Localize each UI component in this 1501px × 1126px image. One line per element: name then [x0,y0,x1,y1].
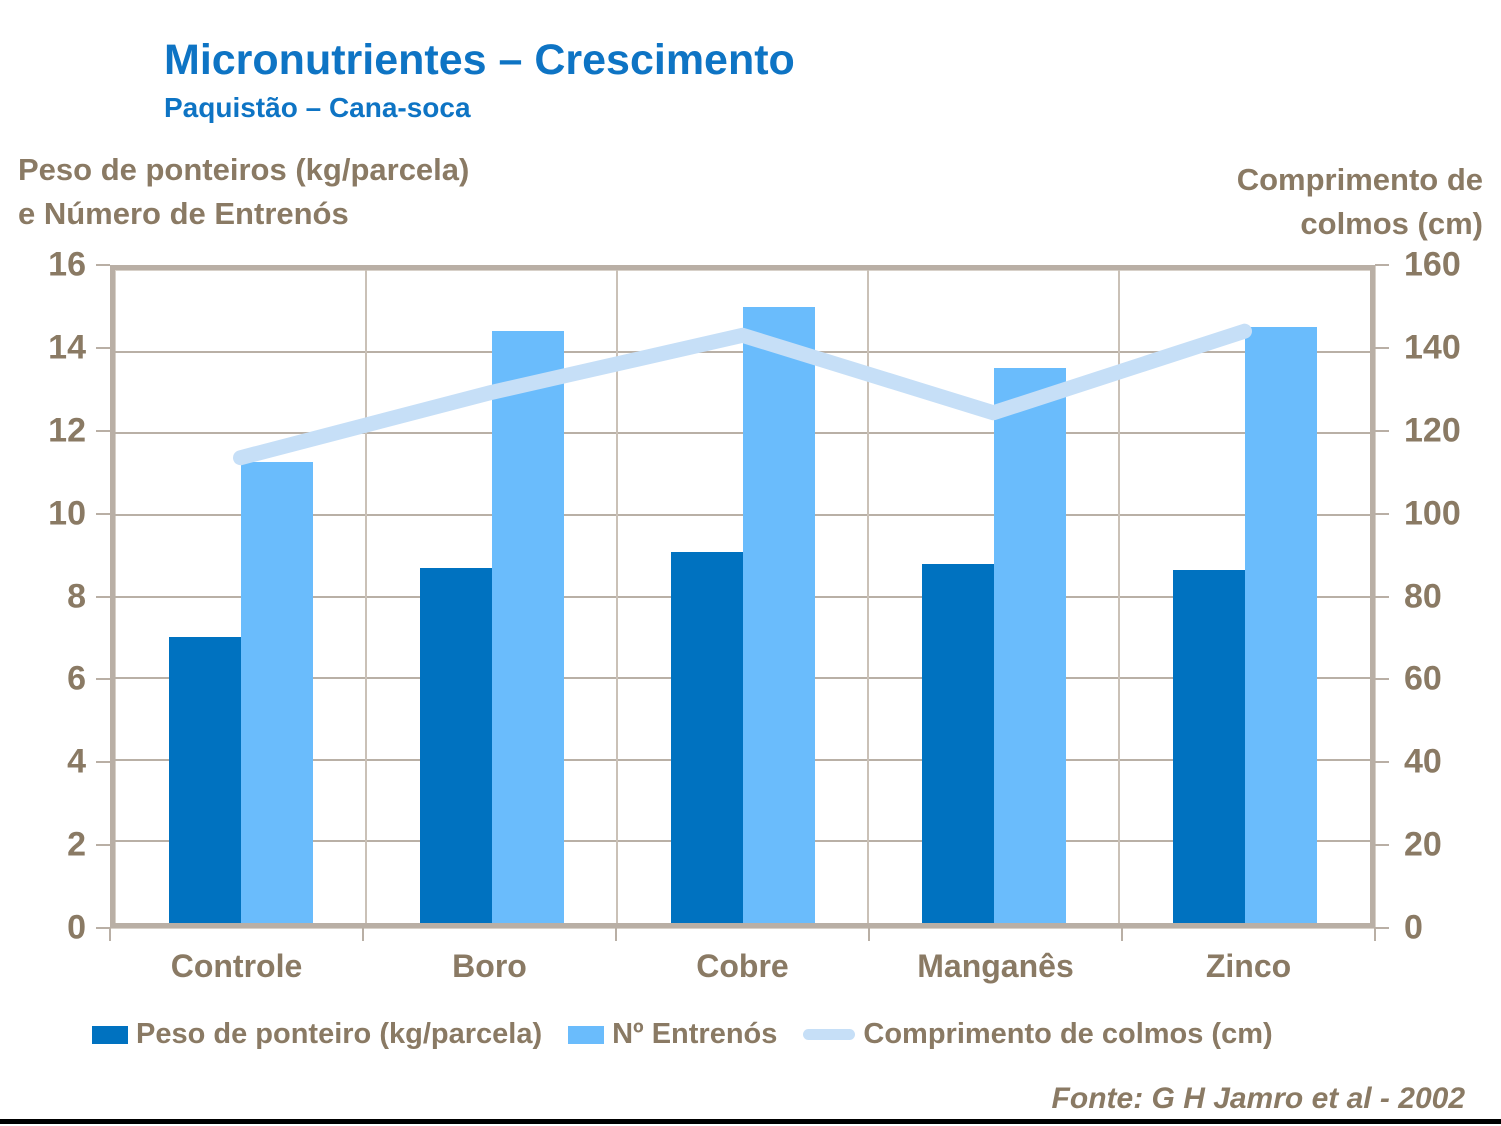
right-tick-label: 60 [1404,659,1442,698]
right-axis-tickmark [1375,512,1389,515]
gridline-vertical [365,270,367,923]
legend-label: Comprimento de colmos (cm) [863,1018,1273,1050]
left-tick-label: 8 [67,577,86,615]
bar-entrenos-zinco [1244,327,1317,923]
right-axis-tickmark [1375,761,1389,764]
right-tick-label: 120 [1404,411,1461,450]
right-tick-label: 160 [1404,245,1461,284]
left-axis-tickmark [96,429,110,432]
left-axis-tickmark [96,264,110,266]
category-axis-tickmark [1121,928,1123,941]
legend-label: Nº Entrenós [612,1018,778,1050]
right-axis-title: Comprimento de colmos (cm) [1237,158,1483,246]
category-axis-tickmark [1374,928,1376,941]
bar-peso-zinco [1172,569,1245,923]
legend-item-1: Nº Entrenós [568,1018,777,1051]
legend-label: Peso de ponteiro (kg/parcela) [136,1018,543,1050]
right-axis-tickmark [1375,844,1389,847]
left-axis-tickmark [96,761,110,764]
left-axis-title: Peso de ponteiros (kg/parcela) e Número … [18,148,469,236]
bar-peso-boro [419,567,492,923]
right-axis-tickmark [1375,927,1389,929]
category-label-cobre: Cobre [696,948,789,984]
gridline-vertical [1118,270,1120,923]
right-tick-label: 140 [1404,328,1461,367]
bar-entrenos-boro [491,331,564,923]
right-axis-tickmark [1375,346,1389,349]
bar-entrenos-cobre [742,306,815,923]
chart-subtitle: Paquistão – Cana-soca [164,92,471,123]
slide-bottom-rule [0,1119,1501,1124]
chart-title: Micronutrientes – Crescimento [164,36,795,84]
legend: Peso de ponteiro (kg/parcela) Nº Entrenós… [92,1018,1273,1051]
right-axis-title-line2: colmos (cm) [1300,206,1483,242]
bar-entrenos-controle [240,461,313,923]
line-series-comprimento [233,323,1252,466]
left-tick-label: 10 [48,494,86,533]
category-axis-tickmark [362,928,364,941]
right-tick-label: 0 [1404,908,1423,947]
left-axis-ticks: 16 14 12 10 8 6 4 2 0 [0,246,86,947]
left-axis-tickmark [96,844,110,847]
right-tick-label: 80 [1404,577,1442,615]
category-axis: Controle Boro Cobre Manganês Zinco [110,948,1375,990]
left-axis-tickmark [96,678,110,681]
category-axis-tickmark [615,928,617,941]
category-axis-tickmark [868,928,870,941]
left-tick-label: 14 [48,328,86,367]
gridline-vertical [867,270,869,923]
left-tick-label: 16 [48,245,86,284]
legend-bar-swatch [568,1025,605,1044]
left-tick-label: 0 [67,908,86,947]
right-tick-label: 40 [1404,742,1442,781]
legend-bar-swatch [92,1025,128,1044]
category-label-manganês: Manganês [917,948,1074,984]
category-label-zinco: Zinco [1205,948,1292,984]
category-label-boro: Boro [452,948,527,984]
right-tick-label: 100 [1404,494,1461,533]
left-tick-label: 12 [48,411,86,450]
category-label-controle: Controle [170,948,303,984]
bar-peso-controle [168,637,241,923]
right-tick-label: 20 [1404,825,1442,864]
right-axis-tickmark [1375,678,1389,681]
bar-peso-manganês [921,563,994,923]
bar-peso-cobre [670,551,743,923]
legend-line-swatch [803,1029,856,1040]
legend-item-2: Comprimento de colmos (cm) [803,1018,1273,1051]
left-tick-label: 2 [67,825,86,864]
left-tick-label: 4 [67,742,86,781]
right-axis-title-line1: Comprimento de [1236,162,1483,197]
right-axis-ticks: 160 140 120 100 80 60 40 20 0 [1404,246,1494,947]
plot-area [110,265,1375,928]
left-axis-title-line1: Peso de ponteiros (kg/parcela) [18,152,470,187]
left-axis-title-line2: e Número de Entrenós [18,196,349,232]
left-axis-tickmark [96,595,110,598]
right-axis-tickmark [1375,429,1389,432]
source-note: Fonte: G H Jamro et al - 2002 [1051,1082,1465,1115]
left-axis-tickmark [96,927,110,929]
right-axis-tickmark [1375,264,1389,266]
category-axis-tickmark [109,928,111,941]
bar-entrenos-manganês [993,367,1066,923]
legend-item-0: Peso de ponteiro (kg/parcela) [92,1018,542,1051]
left-axis-tickmark [96,346,110,349]
left-axis-tickmark [96,512,110,515]
left-tick-label: 6 [67,659,86,698]
gridline-vertical [616,270,618,923]
right-axis-tickmark [1375,595,1389,598]
